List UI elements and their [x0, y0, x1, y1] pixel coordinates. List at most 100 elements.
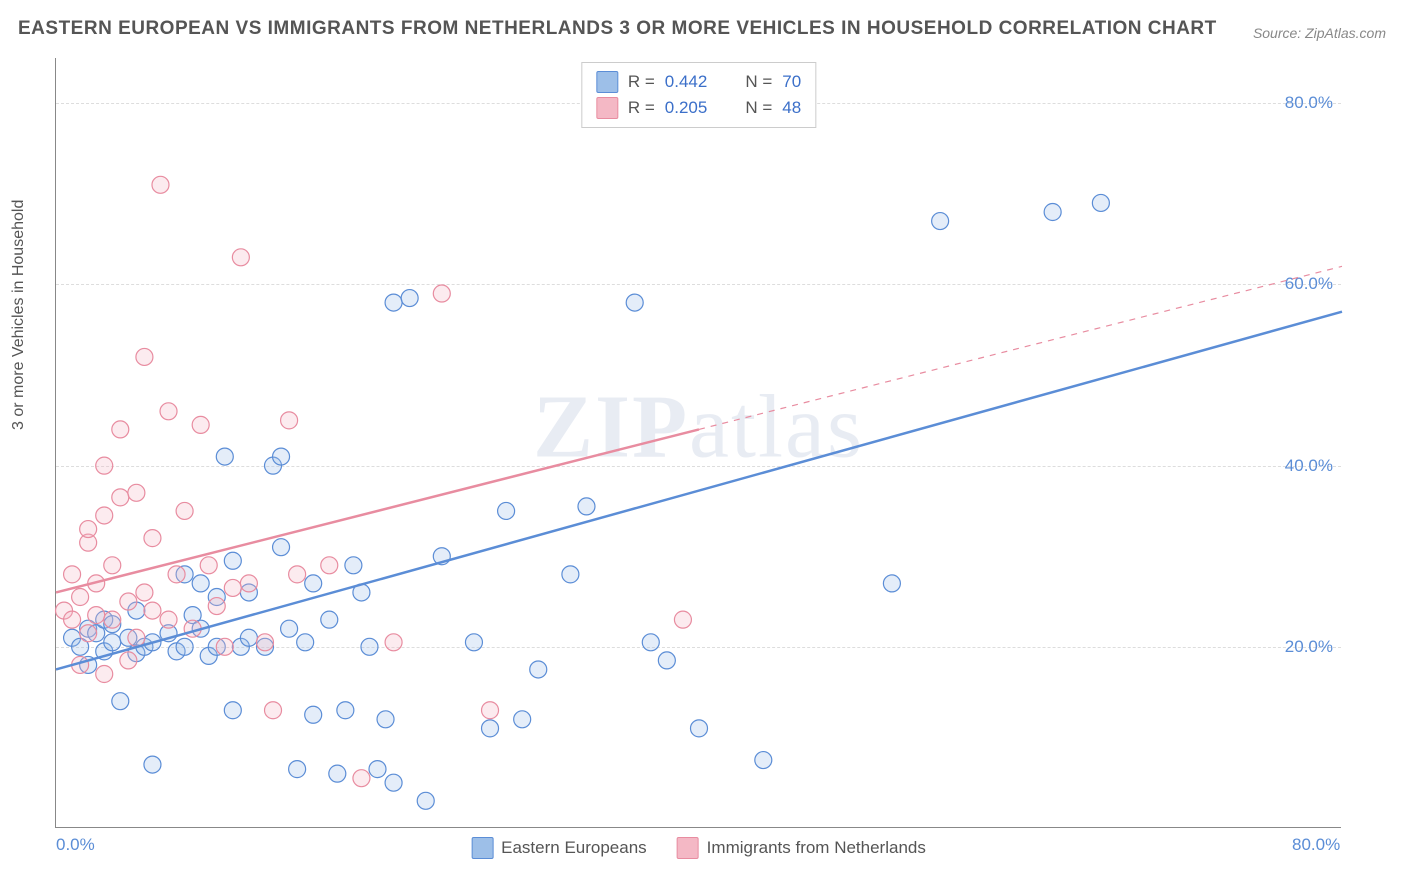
data-point	[144, 530, 161, 547]
data-point	[514, 711, 531, 728]
data-point	[465, 634, 482, 651]
data-point	[200, 557, 217, 574]
r-label: R =	[628, 72, 655, 92]
data-point	[120, 652, 137, 669]
data-point	[562, 566, 579, 583]
data-point	[691, 720, 708, 737]
data-point	[281, 412, 298, 429]
data-point	[168, 566, 185, 583]
data-point	[96, 457, 113, 474]
legend-label-1: Eastern Europeans	[501, 838, 647, 858]
data-point	[224, 552, 241, 569]
data-point	[289, 566, 306, 583]
data-point	[112, 693, 129, 710]
legend-label-2: Immigrants from Netherlands	[707, 838, 926, 858]
regression-line	[56, 429, 699, 592]
legend-item-1: Eastern Europeans	[471, 837, 647, 859]
data-point	[337, 702, 354, 719]
data-point	[96, 507, 113, 524]
x-tick-label: 80.0%	[1292, 835, 1340, 855]
r-value-1: 0.442	[665, 72, 708, 92]
stats-legend: R = 0.442 N = 70 R = 0.205 N = 48	[581, 62, 816, 128]
data-point	[104, 634, 121, 651]
data-point	[578, 498, 595, 515]
data-point	[152, 176, 169, 193]
stats-row-2: R = 0.205 N = 48	[596, 95, 801, 121]
source-label: Source: ZipAtlas.com	[1253, 25, 1386, 41]
data-point	[498, 502, 515, 519]
data-point	[160, 403, 177, 420]
data-point	[321, 557, 338, 574]
scatter-svg	[56, 58, 1341, 827]
stats-row-1: R = 0.442 N = 70	[596, 69, 801, 95]
n-value-1: 70	[782, 72, 801, 92]
data-point	[104, 611, 121, 628]
data-point	[64, 566, 81, 583]
data-point	[136, 348, 153, 365]
data-point	[96, 666, 113, 683]
bottom-legend: Eastern Europeans Immigrants from Nether…	[471, 837, 926, 859]
data-point	[417, 792, 434, 809]
regression-line-extrapolated	[699, 266, 1342, 429]
data-point	[144, 756, 161, 773]
n-label: N =	[745, 98, 772, 118]
data-point	[192, 575, 209, 592]
data-point	[112, 489, 129, 506]
regression-line	[56, 312, 1342, 670]
data-point	[240, 575, 257, 592]
data-point	[128, 484, 145, 501]
data-point	[297, 634, 314, 651]
legend-swatch-blue	[596, 71, 618, 93]
data-point	[232, 249, 249, 266]
data-point	[256, 634, 273, 651]
legend-swatch-blue	[471, 837, 493, 859]
data-point	[385, 294, 402, 311]
data-point	[658, 652, 675, 669]
n-label: N =	[745, 72, 772, 92]
data-point	[321, 611, 338, 628]
data-point	[265, 702, 282, 719]
legend-item-2: Immigrants from Netherlands	[677, 837, 926, 859]
data-point	[160, 611, 177, 628]
data-point	[932, 213, 949, 230]
data-point	[281, 620, 298, 637]
data-point	[224, 579, 241, 596]
data-point	[88, 607, 105, 624]
data-point	[64, 611, 81, 628]
data-point	[883, 575, 900, 592]
data-point	[353, 770, 370, 787]
data-point	[176, 638, 193, 655]
chart-title: EASTERN EUROPEAN VS IMMIGRANTS FROM NETH…	[18, 18, 1217, 40]
data-point	[1092, 194, 1109, 211]
data-point	[305, 575, 322, 592]
data-point	[128, 629, 145, 646]
data-point	[385, 634, 402, 651]
data-point	[144, 602, 161, 619]
data-point	[176, 502, 193, 519]
data-point	[224, 702, 241, 719]
data-point	[626, 294, 643, 311]
data-point	[377, 711, 394, 728]
data-point	[120, 593, 137, 610]
data-point	[289, 761, 306, 778]
data-point	[192, 416, 209, 433]
data-point	[72, 589, 89, 606]
legend-swatch-pink	[596, 97, 618, 119]
x-tick-label: 0.0%	[56, 835, 95, 855]
data-point	[345, 557, 362, 574]
data-point	[80, 521, 97, 538]
data-point	[136, 584, 153, 601]
data-point	[755, 752, 772, 769]
data-point	[385, 774, 402, 791]
data-point	[273, 539, 290, 556]
n-value-2: 48	[782, 98, 801, 118]
data-point	[361, 638, 378, 655]
data-point	[482, 720, 499, 737]
data-point	[216, 638, 233, 655]
data-point	[642, 634, 659, 651]
y-axis-label: 3 or more Vehicles in Household	[10, 200, 28, 430]
r-label: R =	[628, 98, 655, 118]
data-point	[1044, 204, 1061, 221]
data-point	[369, 761, 386, 778]
data-point	[112, 421, 129, 438]
